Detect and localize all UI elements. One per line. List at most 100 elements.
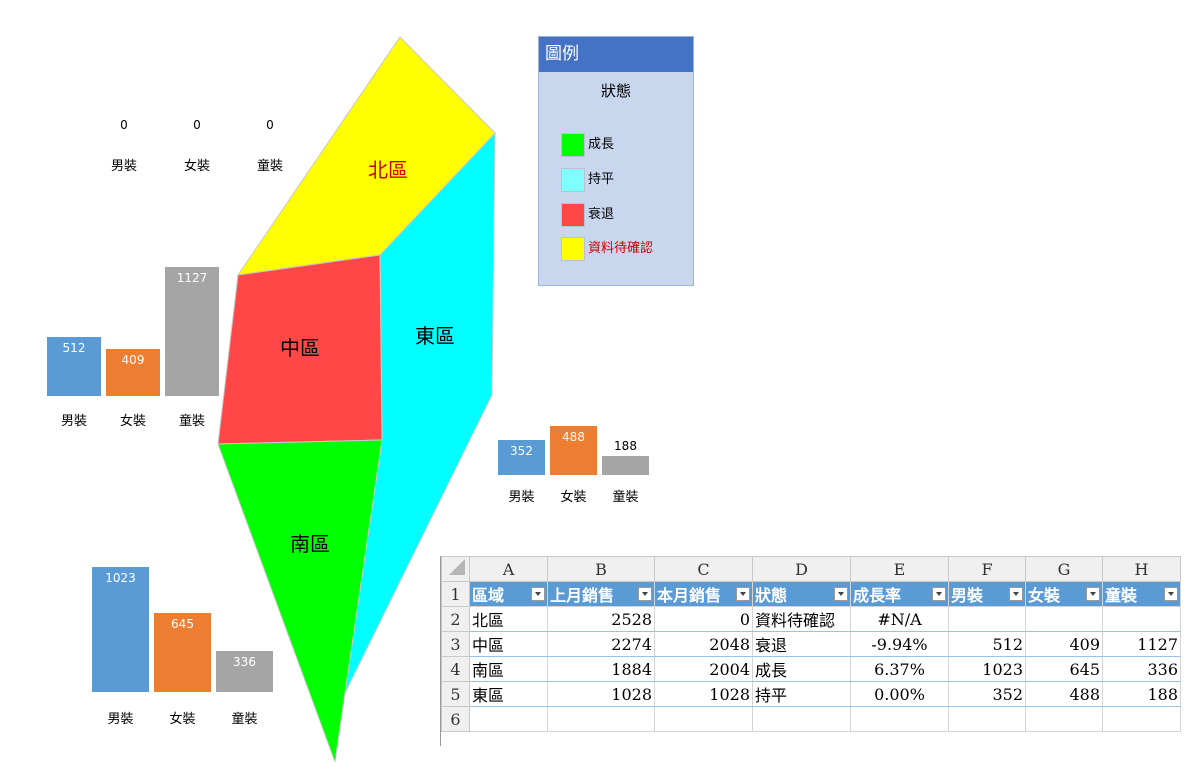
cell[interactable] <box>469 706 548 732</box>
bar[interactable] <box>550 426 597 475</box>
cell[interactable]: 東區 <box>469 681 548 707</box>
cell[interactable] <box>752 706 851 732</box>
cell[interactable]: 2004 <box>654 656 753 682</box>
bar[interactable] <box>602 456 649 475</box>
cell[interactable]: 512 <box>948 631 1026 657</box>
header-label: 狀態 <box>755 586 788 605</box>
cell[interactable] <box>850 706 949 732</box>
region-label-south: 南區 <box>290 532 330 556</box>
legend-item-pending: 資料待確認 <box>561 237 653 261</box>
select-all-corner[interactable] <box>441 556 470 582</box>
cell[interactable] <box>654 706 753 732</box>
cell[interactable]: 336 <box>1102 656 1181 682</box>
bar-category-label: 女裝 <box>183 159 210 174</box>
column-header-e[interactable]: E <box>850 556 949 582</box>
header-cell-this-month[interactable]: 本月銷售 <box>654 581 753 607</box>
row-header[interactable]: 5 <box>441 681 470 707</box>
header-label: 童裝 <box>1105 586 1138 605</box>
bar-value-label: 0 <box>120 118 128 132</box>
header-cell-growth-rate[interactable]: 成長率 <box>850 581 949 607</box>
header-cell-mens[interactable]: 男裝 <box>948 581 1026 607</box>
column-header-b[interactable]: B <box>547 556 655 582</box>
bar-category-label: 童裝 <box>256 159 283 174</box>
column-header-a[interactable]: A <box>469 556 548 582</box>
row-header[interactable]: 1 <box>441 581 470 607</box>
row-header[interactable]: 2 <box>441 606 470 632</box>
column-header-d[interactable]: D <box>752 556 851 582</box>
header-label: 男裝 <box>951 586 984 605</box>
filter-dropdown-icon[interactable] <box>932 587 946 601</box>
cell[interactable]: 0.00% <box>850 681 949 707</box>
cell[interactable] <box>948 706 1026 732</box>
cell[interactable]: 645 <box>1025 656 1103 682</box>
cell[interactable]: 中區 <box>469 631 548 657</box>
cell[interactable] <box>1102 706 1181 732</box>
row-header[interactable]: 3 <box>441 631 470 657</box>
header-cell-region[interactable]: 區域 <box>469 581 548 607</box>
cell[interactable]: 南區 <box>469 656 548 682</box>
cell[interactable]: -9.94% <box>850 631 949 657</box>
legend-swatch <box>561 133 585 157</box>
cell[interactable]: 1884 <box>547 656 655 682</box>
cell[interactable]: 2528 <box>547 606 655 632</box>
cell[interactable]: 1127 <box>1102 631 1181 657</box>
bar-value-label: 352 <box>510 443 533 458</box>
filter-dropdown-icon[interactable] <box>1164 587 1178 601</box>
cell[interactable]: 1028 <box>654 681 753 707</box>
cell[interactable] <box>547 706 655 732</box>
cell[interactable]: 衰退 <box>752 631 851 657</box>
cell[interactable] <box>948 606 1026 632</box>
row-header[interactable]: 6 <box>441 706 470 732</box>
region-label-north: 北區 <box>368 158 408 182</box>
bar[interactable] <box>216 650 273 692</box>
cell[interactable]: 持平 <box>752 681 851 707</box>
header-cell-status[interactable]: 狀態 <box>752 581 851 607</box>
bar-value-label: 512 <box>62 341 86 356</box>
row-header[interactable]: 4 <box>441 656 470 682</box>
filter-dropdown-icon[interactable] <box>736 587 750 601</box>
column-header-g[interactable]: G <box>1025 556 1103 582</box>
cell[interactable]: 0 <box>654 606 753 632</box>
cell[interactable]: 188 <box>1102 681 1181 707</box>
bar-value-label: 645 <box>171 617 194 632</box>
region-south[interactable] <box>217 439 383 763</box>
cell[interactable] <box>1025 606 1103 632</box>
cell[interactable]: 2048 <box>654 631 753 657</box>
cell[interactable]: 488 <box>1025 681 1103 707</box>
column-header-f[interactable]: F <box>948 556 1026 582</box>
header-cell-womens[interactable]: 女裝 <box>1025 581 1103 607</box>
bar[interactable] <box>106 349 160 396</box>
cell[interactable]: 409 <box>1025 631 1103 657</box>
filter-dropdown-icon[interactable] <box>638 587 652 601</box>
cell[interactable]: 6.37% <box>850 656 949 682</box>
bar[interactable] <box>92 567 149 692</box>
bar[interactable] <box>154 613 211 692</box>
filter-dropdown-icon[interactable] <box>531 587 545 601</box>
filter-dropdown-icon[interactable] <box>834 587 848 601</box>
cell[interactable]: #N/A <box>850 606 949 632</box>
cell[interactable]: 成長 <box>752 656 851 682</box>
cell[interactable]: 352 <box>948 681 1026 707</box>
table-row: 2 北區 2528 0 資料待確認 #N/A <box>441 606 1181 632</box>
cell[interactable]: 資料待確認 <box>752 606 851 632</box>
cell[interactable]: 2274 <box>547 631 655 657</box>
filter-dropdown-icon[interactable] <box>1009 587 1023 601</box>
bar[interactable] <box>165 267 219 396</box>
spreadsheet[interactable]: A B C D E F G H 1 區域 上月銷售 本月銷售 狀態 成長率 男裝… <box>440 556 1181 746</box>
bar-value-label: 1023 <box>105 571 136 585</box>
column-header-h[interactable]: H <box>1102 556 1181 582</box>
cell[interactable]: 1028 <box>547 681 655 707</box>
legend-subtitle: 狀態 <box>600 82 631 100</box>
cell[interactable]: 北區 <box>469 606 548 632</box>
legend-item-label: 持平 <box>588 172 615 187</box>
cell[interactable] <box>1102 606 1181 632</box>
filter-dropdown-icon[interactable] <box>1086 587 1100 601</box>
legend-item-flat: 持平 <box>561 168 614 192</box>
cell[interactable] <box>1025 706 1103 732</box>
bar[interactable] <box>47 337 101 396</box>
column-header-c[interactable]: C <box>654 556 753 582</box>
cell[interactable]: 1023 <box>948 656 1026 682</box>
header-cell-last-month[interactable]: 上月銷售 <box>547 581 655 607</box>
bar[interactable] <box>498 439 545 475</box>
header-cell-kids[interactable]: 童裝 <box>1102 581 1181 607</box>
